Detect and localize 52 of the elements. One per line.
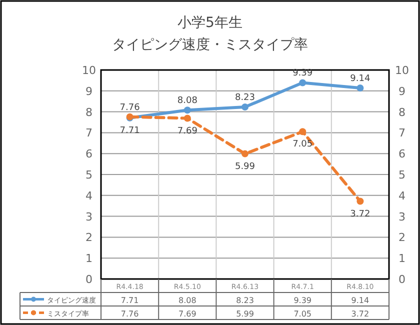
chart-title: 小学5年生: [178, 15, 242, 31]
y-tick-label: 10: [82, 64, 96, 77]
point: [356, 198, 364, 205]
annotation: 7.69: [177, 126, 198, 136]
data-label: 9.39: [294, 296, 312, 305]
annotation: 7.76: [120, 102, 140, 113]
data-label: 5.99: [236, 309, 254, 318]
y-tick-label: 4: [86, 189, 92, 202]
y2-tick-label: 9: [398, 84, 406, 98]
annotation: 8.08: [177, 96, 198, 106]
data-label: 8.08: [178, 296, 196, 305]
point: [299, 79, 306, 86]
annotation: 7.05: [292, 140, 313, 150]
point: [356, 84, 364, 92]
annotation: 8.23: [234, 92, 256, 103]
y2-tick-label: 8: [398, 106, 406, 119]
y-tick-label: 8: [86, 106, 92, 119]
annotation: 5.99: [234, 162, 256, 172]
y2-tick-label: 4: [398, 189, 406, 202]
y-tick-label: 0: [86, 273, 92, 286]
y2-tick-label: 5: [398, 168, 406, 182]
annotation: 7.71: [120, 126, 140, 136]
y-tick-label: 7: [86, 126, 92, 140]
chart-subtitle: タイピング速度・ミスタイプ率: [112, 37, 308, 53]
data-label: 8.23: [236, 296, 254, 305]
y2-tick-label: 2: [398, 231, 406, 244]
y-tick-label: 2: [86, 231, 92, 244]
y2-tick-label: 7: [398, 126, 406, 140]
point: [299, 128, 306, 136]
y2-tick-label: 0: [398, 273, 406, 286]
data-label: 7.69: [178, 309, 196, 318]
data-label: 7.71: [120, 296, 139, 305]
point: [242, 150, 248, 158]
data-label: 7.76: [120, 309, 139, 318]
y-tick-label: 3: [86, 210, 92, 224]
data-label: 7.05: [294, 309, 312, 318]
y-tick-label: 9: [86, 84, 92, 98]
y2-tick-label: 3: [398, 210, 406, 224]
y2-tick-label: 6: [398, 148, 406, 161]
data-label: 3.72: [351, 309, 370, 318]
y2-tick-label: 10: [395, 64, 409, 77]
y-tick-label: 6: [86, 148, 92, 161]
y2-tick-label: 1: [398, 252, 406, 266]
annotation: 9.39: [292, 68, 313, 79]
point: [184, 106, 191, 114]
y-tick-label: 5: [86, 168, 92, 182]
point: [242, 103, 248, 110]
point: [184, 114, 191, 122]
y-tick-label: 1: [86, 252, 92, 266]
data-label: 9.14: [351, 296, 370, 305]
annotation: 3.72: [350, 209, 370, 220]
annotation: 9.14: [350, 74, 370, 84]
